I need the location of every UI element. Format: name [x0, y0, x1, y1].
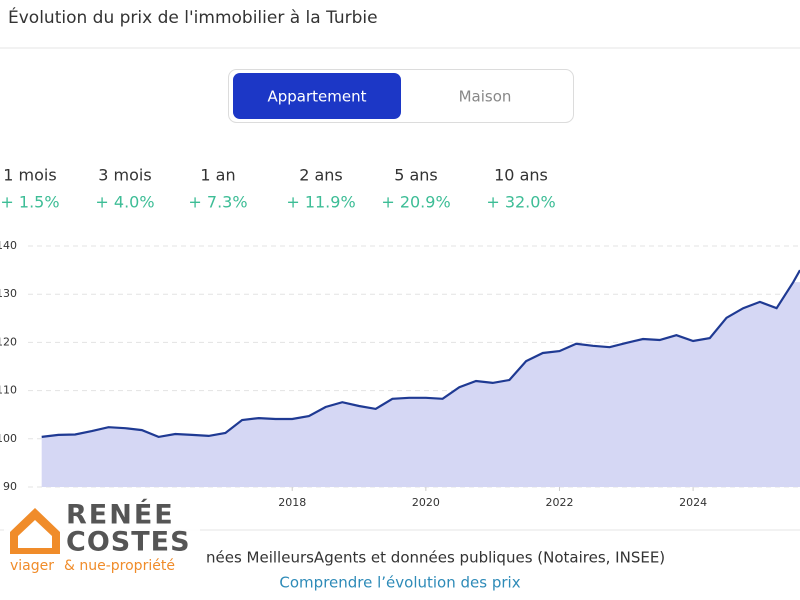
y-tick-label: 100	[0, 432, 17, 445]
logo-text: COSTES	[66, 527, 191, 558]
period-label: 5 ans	[394, 166, 438, 185]
logo: RENÉE COSTES viager & nue-propriété	[4, 498, 200, 578]
period-change: + 7.3%	[188, 193, 247, 212]
period-label: 1 an	[200, 166, 235, 185]
logo-text: RENÉE	[66, 499, 175, 531]
period-change: + 4.0%	[95, 193, 154, 212]
y-tick-label: 110	[0, 384, 17, 397]
line	[41, 269, 800, 439]
source-text: nées MeilleursAgents et données publique…	[206, 549, 665, 567]
y-tick-label: 120	[0, 335, 17, 348]
x-tick-label: 2018	[278, 496, 306, 509]
tab-active[interactable]	[233, 73, 401, 119]
link[interactable]: Comprendre l’évolution des prix	[279, 574, 520, 592]
area	[41, 282, 800, 487]
logo-tagline: viager	[10, 558, 54, 574]
y-tick-label: 90	[3, 480, 17, 493]
y-tick-label: 140	[0, 239, 17, 252]
period-label: 2 ans	[299, 166, 343, 185]
period-label: 1 mois	[3, 166, 56, 185]
x-tick-label: 2024	[679, 496, 707, 509]
period-change: + 11.9%	[286, 193, 355, 212]
logo-tagline: & nue-propriété	[64, 558, 175, 574]
x-tick-label: 2020	[412, 496, 440, 509]
period-change: + 32.0%	[486, 193, 555, 212]
logo-house-inner	[18, 520, 52, 548]
x-tick-label: 2022	[545, 496, 573, 509]
tab-label[interactable]: Maison	[459, 88, 512, 106]
period-label: 3 mois	[98, 166, 151, 185]
period-label: 10 ans	[494, 166, 548, 185]
y-tick-label: 130	[0, 287, 17, 300]
period-change: + 1.5%	[0, 193, 59, 212]
period-change: + 20.9%	[381, 193, 450, 212]
page-title: Évolution du prix de l'immobilier à la T…	[8, 6, 378, 28]
tab-label[interactable]: Appartement	[267, 88, 366, 106]
